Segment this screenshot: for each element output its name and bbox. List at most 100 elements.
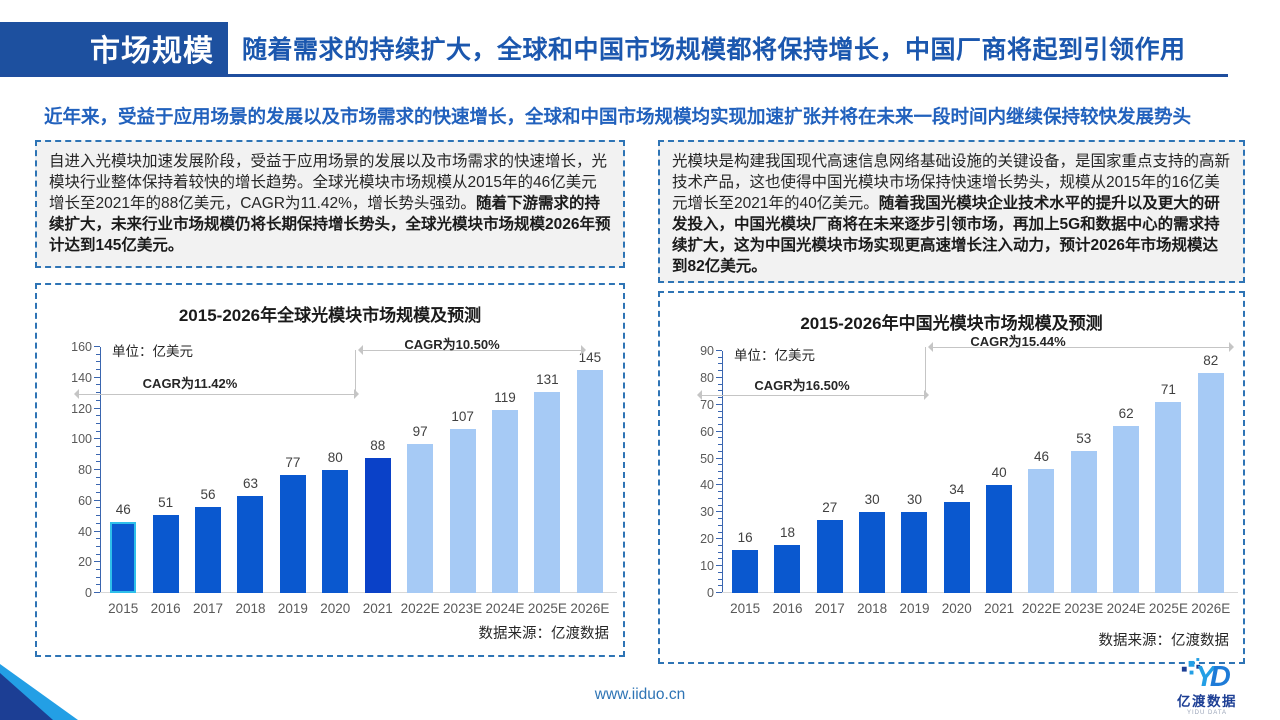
- bar: [407, 443, 434, 593]
- global-market-paragraph: 自进入光模块加速发展阶段，受益于应用场景的发展以及市场需求的快速增长，光模块行业…: [35, 140, 625, 268]
- y-axis: [100, 347, 101, 593]
- bar: [110, 522, 137, 593]
- y-tick-minor: [96, 553, 100, 555]
- y-tick-minor: [718, 497, 722, 499]
- y-tick-label: 120: [71, 401, 92, 416]
- bar-value-label: 119: [494, 390, 516, 406]
- bar: [1113, 426, 1140, 593]
- unit-label: 单位：亿美元: [112, 344, 193, 359]
- y-tick-label: 60: [78, 493, 92, 508]
- plot-area: 单位：亿美元 16 2015 18 2016 27 2017 30 2018 30 2019 34 2…: [697, 334, 1238, 617]
- bar-value-label: 30: [864, 492, 880, 508]
- y-tick-minor: [718, 551, 722, 553]
- x-tick-label: 2015: [730, 601, 761, 616]
- bar-column-2022E: 46 2022E: [1020, 351, 1062, 616]
- y-tick-label: 90: [700, 344, 714, 358]
- header-underline: [0, 74, 1228, 77]
- bar-value-label: 34: [949, 481, 965, 497]
- x-tick-label: 2023E: [443, 601, 483, 616]
- x-tick-label: 2023E: [1064, 601, 1104, 616]
- data-source-label: 数据来源：亿渡数据: [478, 626, 610, 642]
- y-tick-label: 0: [707, 586, 714, 600]
- bar-value-label: 46: [115, 502, 131, 518]
- y-tick-minor: [718, 370, 722, 372]
- x-tick-label: 2018: [857, 601, 888, 616]
- y-tick-label: 60: [700, 424, 714, 439]
- china-market-column: 光模块是构建我国现代高速信息网络基础设施的关键设备，是国家重点支持的高新技术产品…: [658, 140, 1245, 664]
- y-tick-label: 100: [71, 432, 92, 447]
- bar-column-2017: 27 2017: [809, 351, 851, 616]
- bar: [816, 520, 843, 593]
- arrowhead-right-icon: [581, 345, 591, 355]
- bar-column-2018: 63 2018: [229, 347, 271, 616]
- y-tick-minor: [96, 461, 100, 463]
- bar: [364, 457, 391, 593]
- y-tick-minor: [718, 437, 722, 439]
- bar: [901, 512, 928, 593]
- y-tick-minor: [718, 397, 722, 399]
- y-tick-major: [94, 530, 100, 532]
- paragraph-normal-text: 自进入光模块加速发展阶段，受益于应用场景的发展以及市场需求的快速增长，光模块行业…: [49, 153, 608, 212]
- bar: [1070, 450, 1097, 593]
- y-tick-minor: [96, 369, 100, 371]
- y-tick-label: 50: [700, 451, 714, 466]
- cagr-connector: [355, 350, 356, 394]
- y-tick-major: [716, 403, 722, 405]
- bar-value-label: 71: [1160, 382, 1176, 398]
- x-tick-label: 2024E: [1106, 601, 1146, 616]
- y-axis: [722, 351, 723, 593]
- y-tick-major: [716, 457, 722, 459]
- x-axis: [722, 592, 1238, 593]
- arrowhead-left-icon: [353, 345, 363, 355]
- bar: [774, 544, 801, 593]
- y-tick-minor: [718, 504, 722, 506]
- bar-value-label: 56: [200, 486, 216, 502]
- y-tick-label: 70: [700, 397, 714, 412]
- x-tick-label: 2018: [235, 601, 266, 616]
- y-tick-label: 80: [700, 370, 714, 385]
- cagr-arrow-2015-2021: [697, 390, 929, 400]
- bar-column-2023E: 53 2023E: [1063, 351, 1105, 617]
- bar-column-2019: 30 2019: [893, 351, 935, 616]
- x-tick-label: 2021: [984, 601, 1015, 616]
- y-tick-label: 20: [700, 532, 714, 547]
- bar-column-2020: 80 2020: [314, 347, 356, 616]
- bar: [237, 496, 264, 593]
- y-tick-minor: [96, 522, 100, 524]
- cagr-arrow-2015-2021: [74, 389, 359, 399]
- global-market-chart: 2015-2026年全球光模块市场规模及预测 单位：亿美元 46 2015 51 20…: [35, 283, 625, 657]
- y-tick-major: [716, 592, 722, 593]
- bar-column-2024E: 62 2024E: [1105, 351, 1147, 616]
- cagr-arrow-2021-2026: [928, 342, 1234, 352]
- bar: [534, 391, 561, 593]
- y-tick-minor: [718, 571, 722, 573]
- x-tick-label: 2024E: [485, 601, 525, 616]
- y-tick-minor: [96, 515, 100, 517]
- bar-column-2022E: 97 2022E: [399, 347, 441, 616]
- svg-text:Y: Y: [1195, 661, 1217, 690]
- paragraph-bold-text: 随着我国光模块企业技术水平的提升以及更大的研发投入，中国光模块厂商将在未来逐步引…: [672, 195, 1220, 275]
- y-tick-label: 0: [85, 586, 92, 600]
- arrowhead-left-icon: [923, 342, 933, 352]
- x-tick-label: 2026E: [1191, 601, 1231, 616]
- arrowhead-right-icon: [924, 390, 934, 400]
- y-tick-minor: [718, 356, 722, 358]
- bar-value-label: 30: [906, 492, 922, 508]
- y-tick-label: 40: [78, 524, 92, 539]
- y-tick-major: [716, 376, 722, 378]
- y-tick-minor: [96, 445, 100, 447]
- bar: [859, 512, 886, 593]
- chart-title: 2015-2026年中国光模块市场规模及预测: [800, 314, 1103, 333]
- x-tick-label: 2017: [814, 601, 845, 616]
- y-tick-minor: [96, 353, 100, 355]
- y-tick-label: 30: [700, 505, 714, 520]
- arrowhead-left-icon: [69, 389, 79, 399]
- bar: [986, 485, 1013, 593]
- x-tick-label: 2022E: [1021, 601, 1061, 616]
- footer-website-link[interactable]: www.iiduo.cn: [594, 686, 686, 703]
- china-market-paragraph: 光模块是构建我国现代高速信息网络基础设施的关键设备，是国家重点支持的高新技术产品…: [658, 140, 1245, 283]
- unit-label: 单位：亿美元: [734, 348, 815, 363]
- bar-value-label: 40: [991, 465, 1007, 481]
- y-tick-minor: [718, 450, 722, 452]
- bar-value-label: 63: [242, 476, 258, 492]
